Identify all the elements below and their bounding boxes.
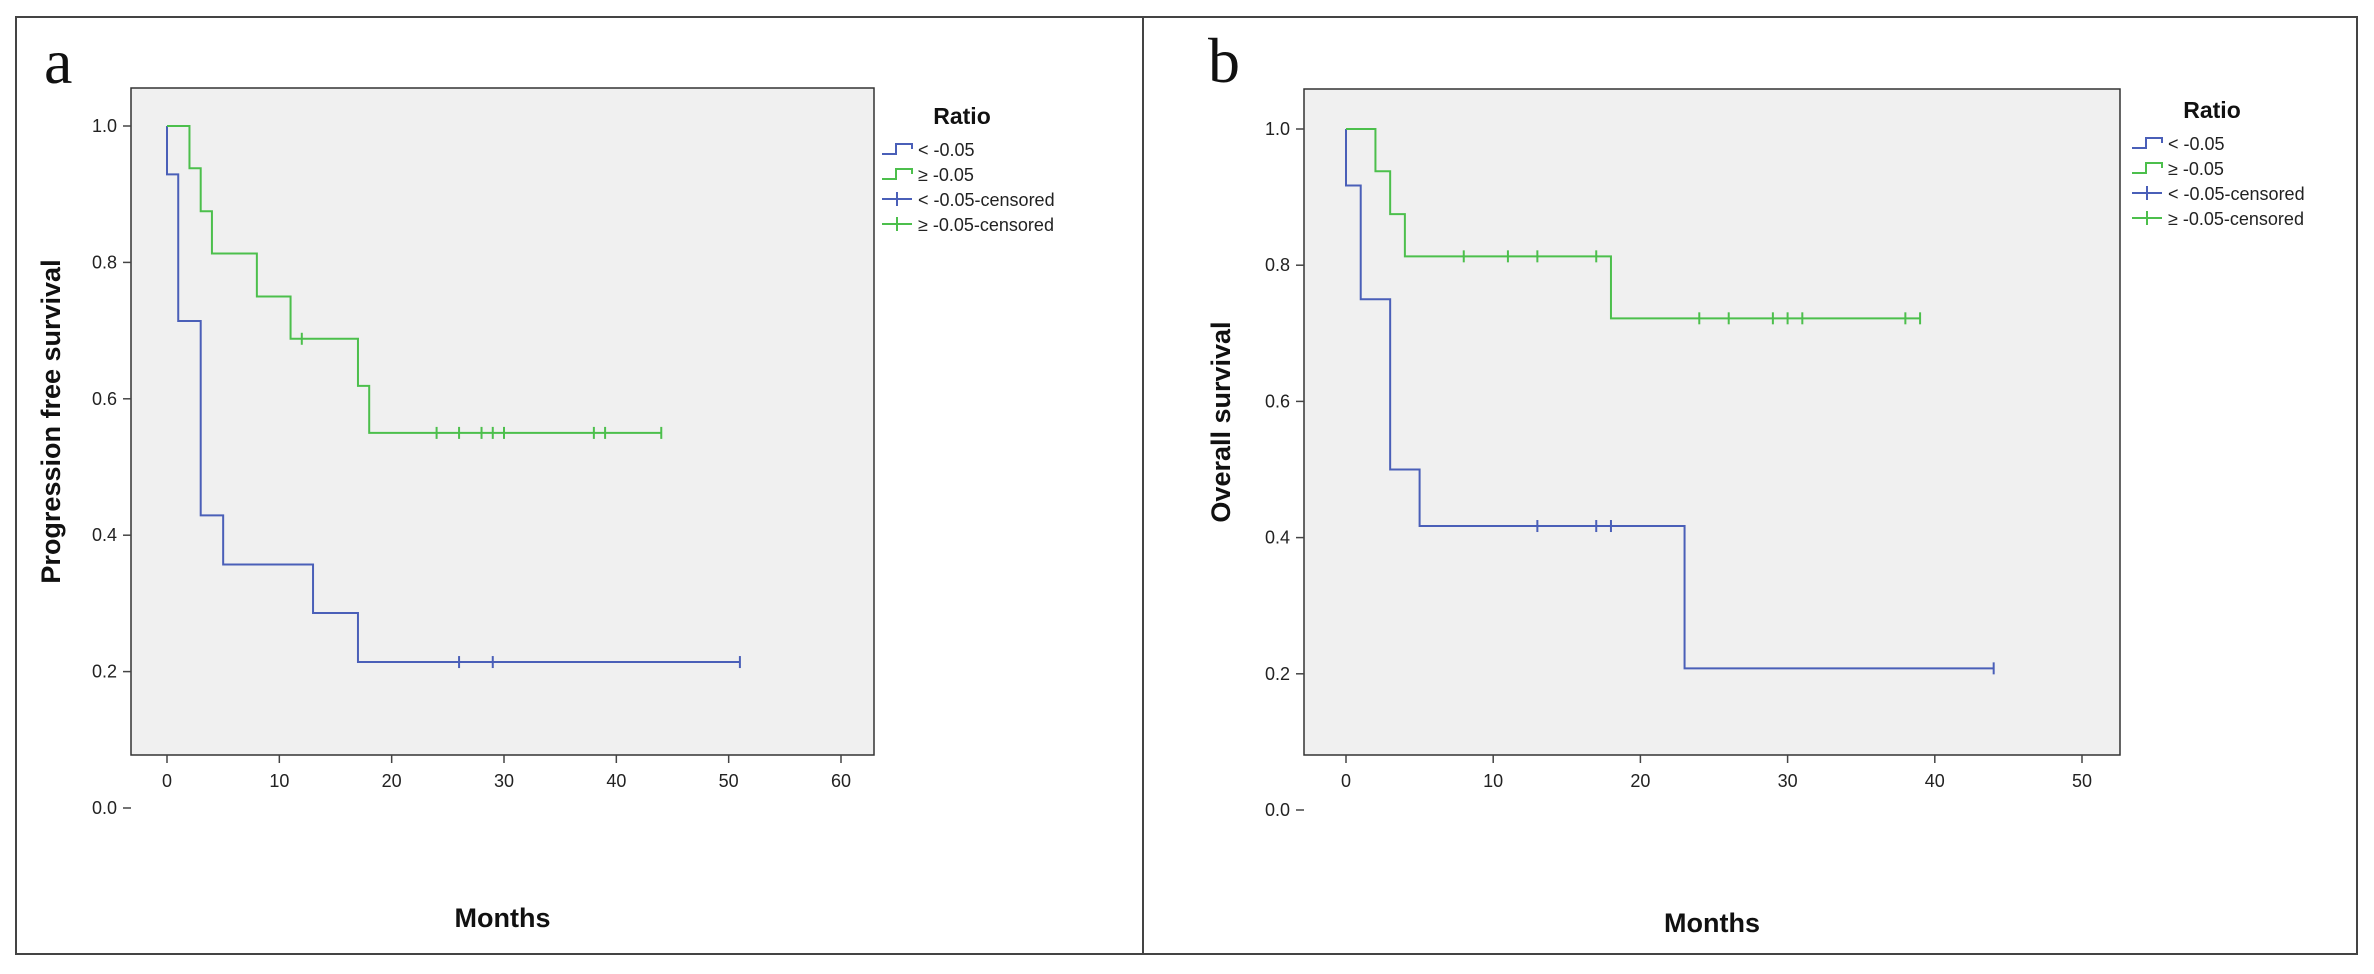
legend-title: Ratio [2183, 97, 2241, 123]
x-tick-label: 20 [382, 771, 402, 791]
panel-letter: b [1208, 25, 1240, 96]
panel-b: b 0.0 0.2 0.4 0.6 0.8 1.0 0 10 20 30 40 50 Months Over… [1206, 25, 2305, 938]
y-tick-label: 0.0 [1265, 800, 1290, 820]
x-tick-label: 10 [1483, 771, 1503, 791]
x-tick-label: 30 [494, 771, 514, 791]
legend-label: < -0.05-censored [918, 190, 1055, 210]
legend-step-icon [2132, 137, 2163, 149]
x-tick-label: 10 [269, 771, 289, 791]
x-tick-label: 20 [1630, 771, 1650, 791]
panel-letter: a [44, 26, 72, 97]
x-tick-label: 60 [831, 771, 851, 791]
x-tick-label: 50 [719, 771, 739, 791]
y-tick-label: 0.8 [92, 252, 117, 272]
legend-label: ≥ -0.05 [918, 165, 974, 185]
legend-label: ≥ -0.05-censored [2168, 209, 2304, 229]
legend-label: ≥ -0.05 [2168, 159, 2224, 179]
legend-step-icon [2132, 162, 2163, 174]
x-tick-label: 0 [1341, 771, 1351, 791]
legend-label: ≥ -0.05-censored [918, 215, 1054, 235]
y-axis-label: Overall survival [1206, 321, 1236, 522]
legend-label: < -0.05 [918, 140, 975, 160]
y-tick-label: 0.2 [1265, 664, 1290, 684]
legend: Ratio < -0.05 ≥ -0.05 < -0.05-censored ≥ -0.… [882, 103, 1055, 235]
x-tick-label: 40 [1925, 771, 1945, 791]
x-tick-label: 0 [162, 771, 172, 791]
y-tick-label: 0.6 [92, 389, 117, 409]
legend-label: < -0.05 [2168, 134, 2225, 154]
x-tick-label: 30 [1778, 771, 1798, 791]
y-tick-label: 1.0 [1265, 119, 1290, 139]
y-tick-label: 0.2 [92, 662, 117, 682]
plot-area [130, 87, 875, 756]
legend: Ratio < -0.05 ≥ -0.05 < -0.05-censored ≥ -0.… [2132, 97, 2305, 229]
y-axis-label: Progression free survival [36, 259, 66, 583]
km-curve-low [166, 126, 740, 664]
x-tick-label: 50 [2072, 771, 2092, 791]
y-tick-label: 0.8 [1265, 255, 1290, 275]
y-tick-label: 0.6 [1265, 391, 1290, 411]
x-tick-label: 40 [606, 771, 626, 791]
y-tick-label: 0.4 [92, 525, 117, 545]
km-curve-high [1346, 128, 1921, 320]
y-tick-label: 0.0 [92, 798, 117, 818]
y-tick-label: 0.4 [1265, 528, 1290, 548]
x-axis-label: Months [1664, 908, 1760, 938]
legend-step-icon [882, 168, 913, 180]
panel-a: a 0.0 0.2 0.4 0.6 0.8 1.0 0 10 20 30 40 50 60 Months Pr… [36, 26, 1055, 933]
y-tick-label: 1.0 [92, 116, 117, 136]
legend-label: < -0.05-censored [2168, 184, 2305, 204]
legend-step-icon [882, 143, 913, 155]
km-curve-high [167, 125, 662, 434]
x-axis-label: Months [455, 903, 551, 933]
plot-area [1303, 88, 2121, 756]
km-curve-low [1345, 129, 1994, 670]
figure-border [15, 16, 2358, 955]
legend-title: Ratio [933, 103, 991, 129]
